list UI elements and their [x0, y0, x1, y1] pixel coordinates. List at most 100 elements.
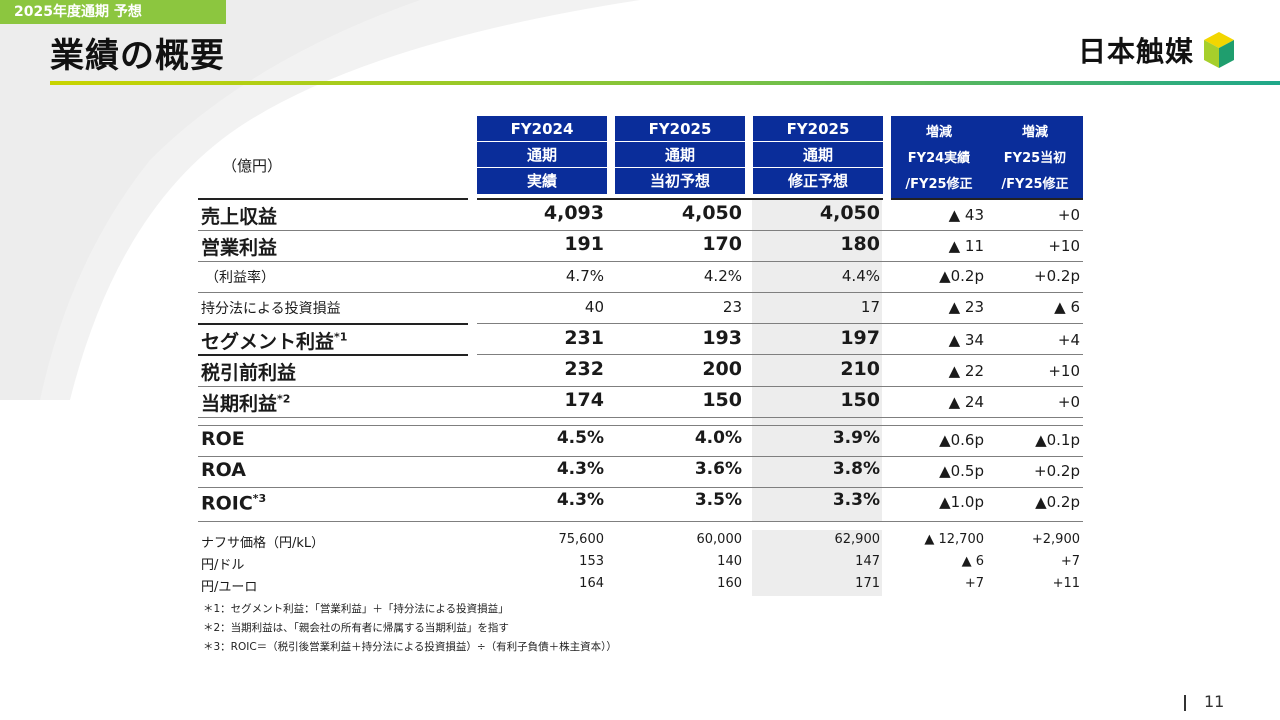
- page-number-value: 11: [1204, 692, 1225, 711]
- cell-fy2025-initial: 4.0%: [694, 428, 742, 448]
- cell-fy2025-initial: 23: [722, 298, 742, 316]
- cell-diff-fy24: ▲0.6p: [939, 431, 984, 449]
- row-divider: [198, 425, 1083, 426]
- cell-fy2025-initial: 150: [702, 389, 742, 411]
- cell-diff-fy24: ▲0.2p: [939, 267, 984, 285]
- row-label: ROIC*3: [201, 492, 266, 514]
- row-label: 売上収益: [201, 206, 278, 228]
- footnote: ＊2：当期利益は、「親会社の所有者に帰属する当期利益」を指す: [203, 622, 509, 634]
- cell-fy2025-revised: 147: [855, 554, 880, 569]
- unit-label: （億円）: [222, 157, 283, 175]
- row-label: 持分法による投資損益: [201, 301, 341, 317]
- footnotes: ＊1：セグメント利益：「営業利益」＋「持分法による投資損益」 ＊2：当期利益は、…: [203, 600, 617, 657]
- row-divider: [477, 354, 1083, 355]
- page-number: 11: [1184, 692, 1224, 711]
- title-underline: [50, 81, 1280, 85]
- footnote: ＊1：セグメント利益：「営業利益」＋「持分法による投資損益」: [203, 603, 509, 615]
- page-number-divider: [1184, 694, 1186, 711]
- header-line: 実績: [526, 172, 557, 190]
- cell-diff-fy25: +0.2p: [1034, 267, 1080, 285]
- column-header-diff-fy25: 増減 FY25当初 /FY25修正: [987, 116, 1083, 198]
- cell-diff-fy24: ▲ 34: [948, 331, 984, 349]
- cell-diff-fy25: +0: [1057, 393, 1080, 411]
- row-divider: [477, 198, 883, 200]
- cell-diff-fy25: +0: [1057, 206, 1080, 224]
- cell-diff-fy25: +4: [1057, 331, 1080, 349]
- footnote-marker: *1: [334, 330, 348, 344]
- cell-fy2024: 153: [579, 554, 604, 569]
- company-name: 日本触媒: [1078, 35, 1195, 68]
- column-header-fy2024-actual: FY2024 通期 実績: [477, 116, 607, 194]
- cell-diff-fy24: +7: [964, 576, 984, 591]
- row-label: 当期利益*2: [201, 389, 290, 416]
- cell-fy2024: 40: [584, 298, 604, 316]
- cell-fy2024: 232: [564, 358, 604, 380]
- cell-diff-fy24: ▲1.0p: [939, 493, 984, 511]
- row-label: 円/ドル: [201, 558, 245, 573]
- row-label-text: 当期利益: [201, 393, 278, 415]
- row-label-text: ROIC: [201, 492, 253, 515]
- header-line: /FY25修正: [1001, 177, 1069, 192]
- cell-fy2024: 4.7%: [565, 267, 604, 285]
- cell-diff-fy24: ▲ 6: [961, 554, 984, 569]
- cell-diff-fy25: +7: [1060, 554, 1080, 569]
- row-label-text: セグメント利益: [201, 331, 335, 353]
- row-label: ROA: [201, 459, 246, 481]
- row-divider: [198, 521, 1083, 522]
- row-label: 営業利益: [201, 237, 278, 259]
- cell-fy2025-revised: 3.9%: [832, 428, 880, 448]
- company-logo: 日本触媒: [1078, 30, 1236, 70]
- column-header-fy2025-initial: FY2025 通期 当初予想: [615, 116, 745, 194]
- row-divider: [477, 323, 1083, 324]
- cell-fy2024: 4.3%: [556, 459, 604, 479]
- row-divider: [198, 261, 1083, 262]
- cell-diff-fy25: ▲ 6: [1054, 298, 1080, 316]
- cell-fy2025-initial: 3.6%: [694, 459, 742, 479]
- header-line: FY24実績: [907, 151, 971, 166]
- cell-fy2025-revised: 210: [840, 358, 880, 380]
- cell-diff-fy24: ▲ 22: [948, 362, 984, 380]
- cell-diff-fy25: +11: [1052, 576, 1080, 591]
- row-divider: [198, 354, 468, 356]
- cell-fy2025-initial: 4.2%: [703, 267, 742, 285]
- cell-diff-fy24: ▲ 12,700: [924, 532, 984, 547]
- row-divider: [198, 386, 1083, 387]
- footnote-marker: *3: [252, 492, 267, 505]
- cell-fy2025-revised: 17: [860, 298, 880, 316]
- row-label: （利益率）: [205, 270, 275, 286]
- row-divider: [198, 230, 1083, 231]
- cell-fy2024: 174: [564, 389, 604, 411]
- cell-diff-fy25: +10: [1048, 237, 1080, 255]
- row-label: ナフサ価格（円/kL）: [201, 536, 325, 551]
- cell-fy2024: 4,093: [543, 202, 604, 224]
- cell-fy2025-initial: 140: [717, 554, 742, 569]
- section-tag: 2025年度通期 予想: [0, 0, 226, 24]
- cube-logo-icon: [1204, 32, 1235, 68]
- cell-fy2025-revised: 3.8%: [832, 459, 880, 479]
- row-divider: [891, 198, 1083, 200]
- cell-diff-fy25: ▲0.1p: [1035, 431, 1080, 449]
- column-header-fy2025-revised: FY2025 通期 修正予想: [753, 116, 883, 194]
- row-label: セグメント利益*1: [201, 327, 347, 354]
- header-line: FY2024: [477, 116, 607, 142]
- cell-fy2025-revised: 171: [855, 576, 880, 591]
- cell-fy2025-revised: 4.4%: [841, 267, 880, 285]
- header-line: 増減: [925, 125, 952, 140]
- cell-fy2025-initial: 193: [702, 327, 742, 349]
- cell-fy2025-initial: 200: [702, 358, 742, 380]
- cell-diff-fy24: ▲ 23: [948, 298, 984, 316]
- row-divider: [198, 456, 1083, 457]
- row-divider: [198, 323, 468, 325]
- header-line: FY2025: [615, 116, 745, 142]
- cell-fy2025-initial: 60,000: [696, 532, 743, 547]
- cell-diff-fy25: +2,900: [1031, 532, 1080, 547]
- cell-fy2025-revised: 62,900: [834, 532, 881, 547]
- header-line: 通期: [753, 142, 883, 168]
- footnote-marker: *2: [277, 392, 291, 406]
- cell-fy2025-initial: 170: [702, 233, 742, 255]
- header-line: /FY25修正: [905, 177, 973, 192]
- cell-fy2024: 4.5%: [556, 428, 604, 448]
- cell-fy2024: 164: [579, 576, 604, 591]
- cell-fy2025-initial: 4,050: [681, 202, 742, 224]
- cell-fy2024: 191: [564, 233, 604, 255]
